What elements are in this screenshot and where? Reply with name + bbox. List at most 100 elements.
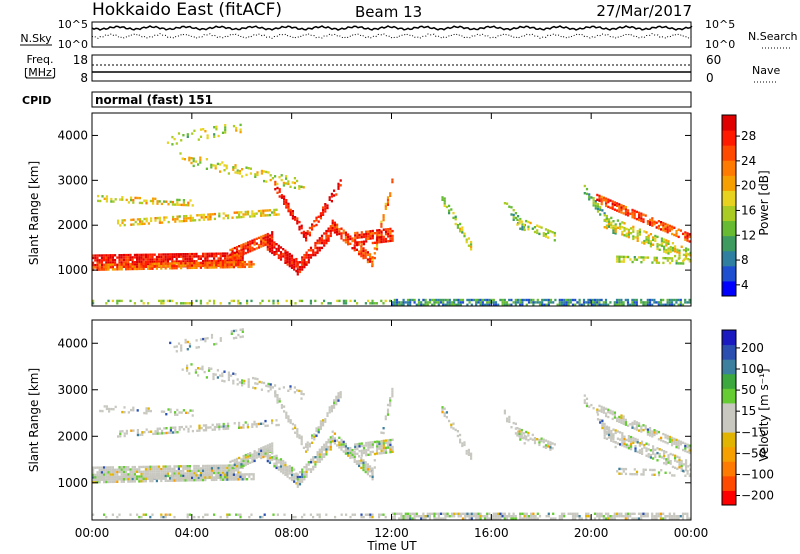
data-cell xyxy=(129,265,132,268)
data-cell xyxy=(323,232,326,235)
data-cell xyxy=(358,241,361,244)
data-cell xyxy=(191,472,194,475)
data-cell xyxy=(289,387,292,391)
data-cell xyxy=(202,213,205,217)
data-cell xyxy=(130,218,133,222)
data-cell xyxy=(621,434,624,437)
data-cell xyxy=(604,298,608,302)
data-cell xyxy=(422,512,425,515)
data-cell xyxy=(344,445,347,448)
data-cell xyxy=(503,512,506,515)
data-cell xyxy=(266,232,269,236)
data-cell xyxy=(675,298,678,302)
data-cell xyxy=(664,230,667,233)
data-cell xyxy=(463,234,466,238)
data-cell xyxy=(244,210,247,214)
data-cell xyxy=(686,515,689,518)
data-cell xyxy=(389,441,392,444)
data-cell xyxy=(542,438,545,441)
data-cell xyxy=(659,517,663,520)
data-cell xyxy=(353,246,356,249)
data-cell xyxy=(406,303,410,306)
data-cell xyxy=(218,428,221,431)
data-cell xyxy=(651,303,654,306)
data-cell xyxy=(362,240,366,243)
data-cell xyxy=(175,262,178,265)
data-cell xyxy=(585,187,589,191)
data-cell xyxy=(635,421,638,424)
data-cell xyxy=(184,257,187,261)
data-cell xyxy=(278,176,281,179)
data-cell xyxy=(293,386,296,389)
data-cell xyxy=(153,477,156,480)
data-cell xyxy=(660,242,663,245)
data-cell xyxy=(620,303,623,306)
data-cell xyxy=(326,206,329,210)
data-cell xyxy=(193,469,196,473)
data-cell xyxy=(266,444,269,447)
data-cell xyxy=(158,465,161,468)
data-cell xyxy=(266,209,269,212)
data-cell xyxy=(235,250,239,254)
data-cell xyxy=(378,513,381,516)
data-cell xyxy=(630,435,633,439)
data-cell xyxy=(679,301,682,304)
data-cell xyxy=(191,474,194,477)
data-cell xyxy=(314,463,317,466)
data-cell xyxy=(514,298,517,302)
data-cell xyxy=(96,481,99,484)
data-cell xyxy=(151,258,154,261)
data-cell xyxy=(133,256,136,259)
data-cell xyxy=(268,459,272,462)
data-cell xyxy=(448,204,451,208)
data-cell xyxy=(633,468,636,471)
data-cell xyxy=(210,252,213,255)
data-cell xyxy=(229,460,232,464)
data-cell xyxy=(619,438,622,441)
noise-traces xyxy=(91,25,693,40)
data-cell xyxy=(603,427,606,430)
data-cell xyxy=(669,248,672,251)
data-cell xyxy=(138,258,141,261)
data-cell xyxy=(240,211,243,214)
data-cell xyxy=(618,301,621,304)
data-cell xyxy=(151,262,154,266)
data-cell xyxy=(131,480,134,483)
colorbar-segment xyxy=(722,446,736,462)
data-cell xyxy=(483,515,487,518)
data-cell xyxy=(443,197,446,200)
data-cell xyxy=(530,298,533,302)
data-cell xyxy=(510,213,513,216)
colorbar-segment xyxy=(722,115,736,131)
data-cell xyxy=(210,266,213,269)
data-cell xyxy=(111,268,114,271)
data-cell xyxy=(506,202,509,205)
data-cell xyxy=(184,253,187,256)
data-cell xyxy=(251,215,254,218)
data-cell xyxy=(367,453,370,456)
data-cell xyxy=(544,444,548,447)
data-cell xyxy=(470,303,473,306)
data-cell xyxy=(98,254,101,257)
data-cell xyxy=(618,255,621,258)
data-cell xyxy=(144,253,147,256)
data-cell xyxy=(264,424,267,428)
data-cell xyxy=(404,512,407,515)
data-cell xyxy=(219,471,222,475)
data-cell xyxy=(347,449,350,452)
data-cell xyxy=(620,211,623,214)
data-cell xyxy=(209,215,212,218)
data-cell xyxy=(171,477,174,480)
data-cell xyxy=(605,414,608,418)
data-cell xyxy=(100,476,103,479)
data-cell xyxy=(689,468,691,471)
data-cell xyxy=(538,225,541,228)
data-cell xyxy=(624,517,627,520)
data-cell xyxy=(285,203,288,207)
data-cell xyxy=(293,391,296,394)
data-cell xyxy=(355,460,358,463)
data-cell xyxy=(295,265,298,268)
data-cell xyxy=(646,433,649,436)
data-cell xyxy=(676,467,679,470)
